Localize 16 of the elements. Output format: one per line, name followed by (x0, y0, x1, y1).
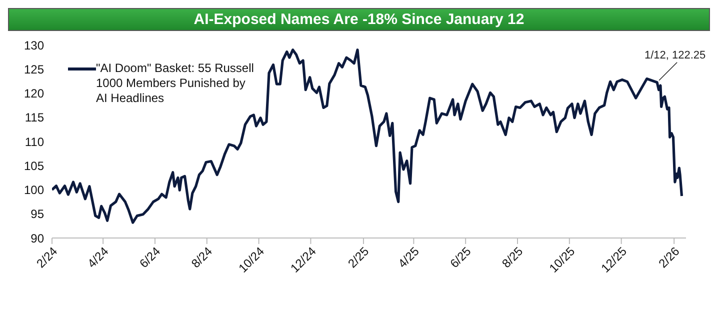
y-tick-label: 120 (24, 86, 44, 101)
y-tick-label: 105 (24, 158, 44, 173)
x-tick-label: 6/24 (136, 244, 164, 271)
y-tick-label: 130 (24, 38, 44, 52)
x-tick-label: 4/25 (395, 244, 422, 271)
annotation: 1/12, 122.25 (644, 49, 706, 62)
y-tick-label: 115 (24, 110, 44, 125)
y-tick-label: 95 (30, 207, 44, 222)
x-tick-label: 6/25 (447, 244, 474, 271)
y-tick-label: 100 (24, 183, 44, 198)
legend-label: "AI Doom" Basket: 55 Russell 1000 Members Punished by AI Headlines (96, 61, 255, 106)
y-tick-label: 110 (24, 134, 44, 149)
y-tick-label: 125 (24, 62, 44, 76)
y-tick-label: 90 (30, 231, 44, 246)
chart-title: AI-Exposed Names Are -18% Since January 12 (8, 8, 710, 31)
x-tick-label: 4/24 (84, 244, 112, 271)
